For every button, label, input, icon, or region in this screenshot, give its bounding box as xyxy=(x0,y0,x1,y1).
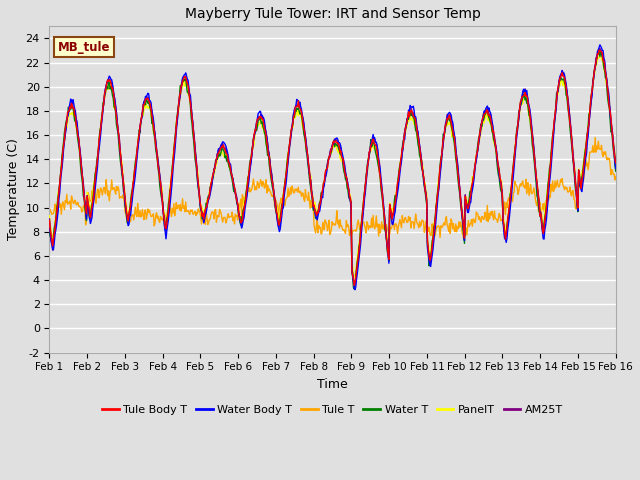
Title: Mayberry Tule Tower: IRT and Sensor Temp: Mayberry Tule Tower: IRT and Sensor Temp xyxy=(184,7,481,21)
Text: MB_tule: MB_tule xyxy=(58,41,111,54)
Legend: Tule Body T, Water Body T, Tule T, Water T, PanelT, AM25T: Tule Body T, Water Body T, Tule T, Water… xyxy=(98,400,568,420)
Y-axis label: Temperature (C): Temperature (C) xyxy=(7,139,20,240)
X-axis label: Time: Time xyxy=(317,378,348,391)
